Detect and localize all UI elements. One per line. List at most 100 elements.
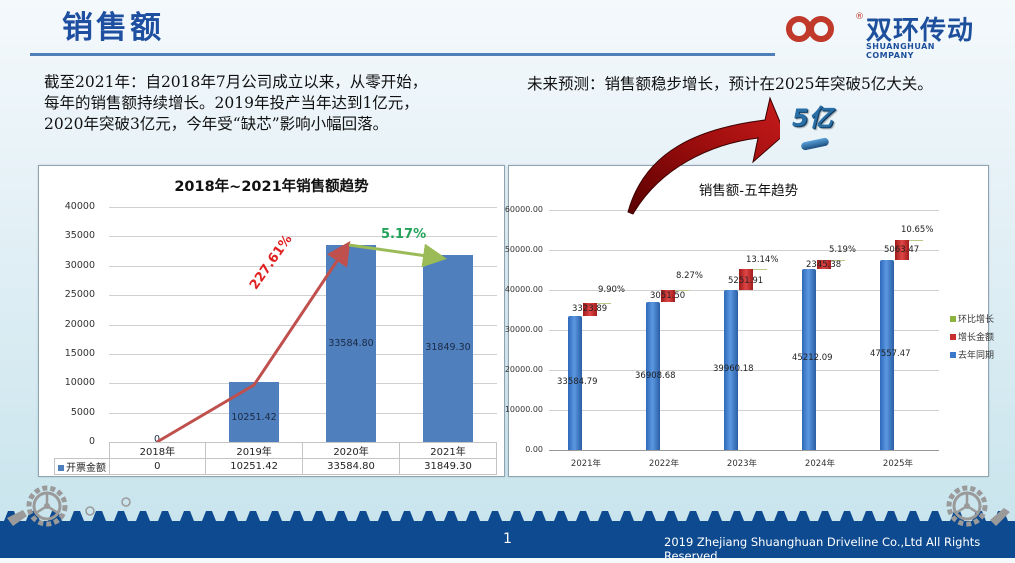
gear-icon-left [7, 485, 68, 527]
x-tick: 2024年 [804, 459, 836, 469]
y-tick: 30000.00 [504, 325, 543, 334]
increase-value-label: 3051.50 [650, 291, 686, 301]
gridline [109, 325, 497, 326]
logo-name-en: SHUANGHUAN COMPANY [866, 42, 935, 60]
growth-marker [909, 240, 923, 241]
gridline [549, 370, 939, 371]
growth-arrows [156, 241, 447, 444]
double-ring-logo-icon-right [808, 16, 834, 42]
bar-2021-base [568, 316, 582, 450]
gridline [549, 330, 939, 331]
base-value-label: 45212.09 [792, 353, 833, 363]
table-cell: 31849.30 [399, 458, 497, 475]
x-tick: 2022年 [648, 459, 680, 469]
table-header-cell: 2018年 [108, 442, 207, 459]
legend-item-last-year: 去年同期 [950, 348, 994, 361]
forecast-text: 未来预测：销售额稳步增长，预计在2025年突破5亿大关。 [527, 75, 933, 93]
small-circles-decoration-icon [85, 497, 131, 516]
base-value-label: 39960.18 [713, 364, 754, 374]
footer-band [0, 527, 1015, 558]
gridline [549, 210, 939, 211]
growth-pct-label: 9.90% [598, 285, 626, 295]
growth-pct-label: 13.14% [746, 255, 779, 265]
y-tick: 40000 [64, 201, 95, 212]
growth-marker [831, 260, 845, 261]
gridline [549, 290, 939, 291]
y-tick: 25000 [64, 289, 95, 300]
base-value-label: 47557.47 [870, 349, 911, 359]
x-tick: 2025年 [882, 459, 914, 469]
growth-annotation-5: 5.17% [381, 227, 427, 242]
bar-value-label: 31849.30 [425, 342, 471, 353]
y-tick: 0.00 [525, 445, 543, 454]
growth-marker [675, 290, 689, 291]
bar-value-label: 0 [153, 434, 161, 445]
gridline [549, 250, 939, 251]
gridline [549, 410, 939, 411]
series-name: 开票金额 [66, 463, 106, 474]
table-cell: 10251.42 [205, 458, 304, 475]
gridline [109, 266, 497, 267]
legend-swatch-icon [950, 352, 956, 358]
bar-2022-base [646, 302, 660, 450]
table-header-cell: 2019年 [205, 442, 304, 459]
bar-2021 [423, 255, 473, 442]
y-tick: 40000.00 [504, 285, 543, 294]
intro-line: 2020年突破3亿元，今年受“缺芯”影响小幅回落。 [44, 115, 389, 133]
series-swatch-icon [58, 465, 64, 471]
gear-icon-right [946, 485, 1010, 527]
legend-swatch-icon [950, 316, 956, 322]
bar-2021-increase [583, 303, 597, 316]
growth-pct-label: 8.27% [676, 271, 704, 281]
increase-value-label: 5251.91 [728, 276, 764, 286]
growth-marker [597, 303, 611, 304]
table-header-cell: 2021年 [399, 442, 497, 459]
registered-mark: ® [855, 12, 864, 22]
bar-value-label: 10251.42 [231, 412, 277, 423]
chart-title: 2018年~2021年销售额趋势 [174, 179, 369, 195]
growth-marker [753, 269, 767, 270]
x-tick: 2023年 [726, 459, 758, 469]
growth-pct-label: 5.19% [829, 245, 857, 255]
chart-title: 销售额-五年趋势 [698, 183, 799, 199]
y-tick: 10000 [64, 377, 95, 388]
table-row-values: 开票金额 0 10251.42 33584.80 31849.30 [54, 458, 497, 475]
y-tick: 50000.00 [504, 245, 543, 254]
copyright-text: 2019 Zhejiang Shuanghuan Driveline Co.,L… [664, 535, 981, 563]
big-red-arrow-icon [627, 96, 780, 215]
data-table: 2018年 2019年 2020年 2021年 开票金额 0 10251.42 … [54, 442, 497, 475]
sales-five-year-trend-chart: 销售额-五年趋势 60000.00 50000.00 40000.00 3000… [505, 165, 994, 477]
intro-paragraph: 截至2021年：自2018年7月公司成立以来，从零开始， 每年的销售额持续增长。… [44, 72, 484, 135]
gridline [109, 295, 497, 296]
bar-value-label: 33584.80 [328, 338, 374, 349]
gridline [109, 207, 497, 208]
bar-2024-increase [817, 260, 831, 269]
intro-line: 截至2021年：自2018年7月公司成立以来，从零开始， [44, 73, 428, 91]
company-logo: ® 双环传动 SHUANGHUAN COMPANY [786, 12, 986, 60]
table-cell: 33584.80 [302, 458, 401, 475]
intro-line: 每年的销售额持续增长。2019年投产当年达到1亿元， [44, 94, 419, 112]
green-growth-arrow [348, 243, 447, 268]
bar-2024-base [802, 269, 816, 450]
bar-2019 [229, 382, 279, 442]
growth-pct-label: 10.65% [901, 225, 934, 235]
x-axis [549, 450, 939, 451]
bar-2023-base [724, 290, 738, 450]
base-value-label: 33584.79 [557, 377, 598, 387]
gridline [109, 413, 497, 414]
gridline [109, 236, 497, 237]
y-tick: 10000.00 [504, 405, 543, 414]
increase-value-label: 3323.89 [572, 304, 608, 314]
y-tick: 20000 [64, 319, 95, 330]
bar-2025-increase [895, 240, 909, 260]
bar-2023-increase [739, 269, 753, 290]
y-tick: 0 [88, 436, 95, 447]
x-tick: 2021年 [570, 459, 602, 469]
y-tick: 30000 [64, 260, 95, 271]
cylinder-graphic-icon [800, 137, 830, 151]
table-row-categories: 2018年 2019年 2020年 2021年 [54, 442, 497, 459]
page-title: 销售额 [62, 10, 164, 46]
table-header-cell: 2020年 [302, 442, 401, 459]
y-tick: 5000 [70, 407, 95, 418]
table-cell: 0 [108, 458, 207, 475]
